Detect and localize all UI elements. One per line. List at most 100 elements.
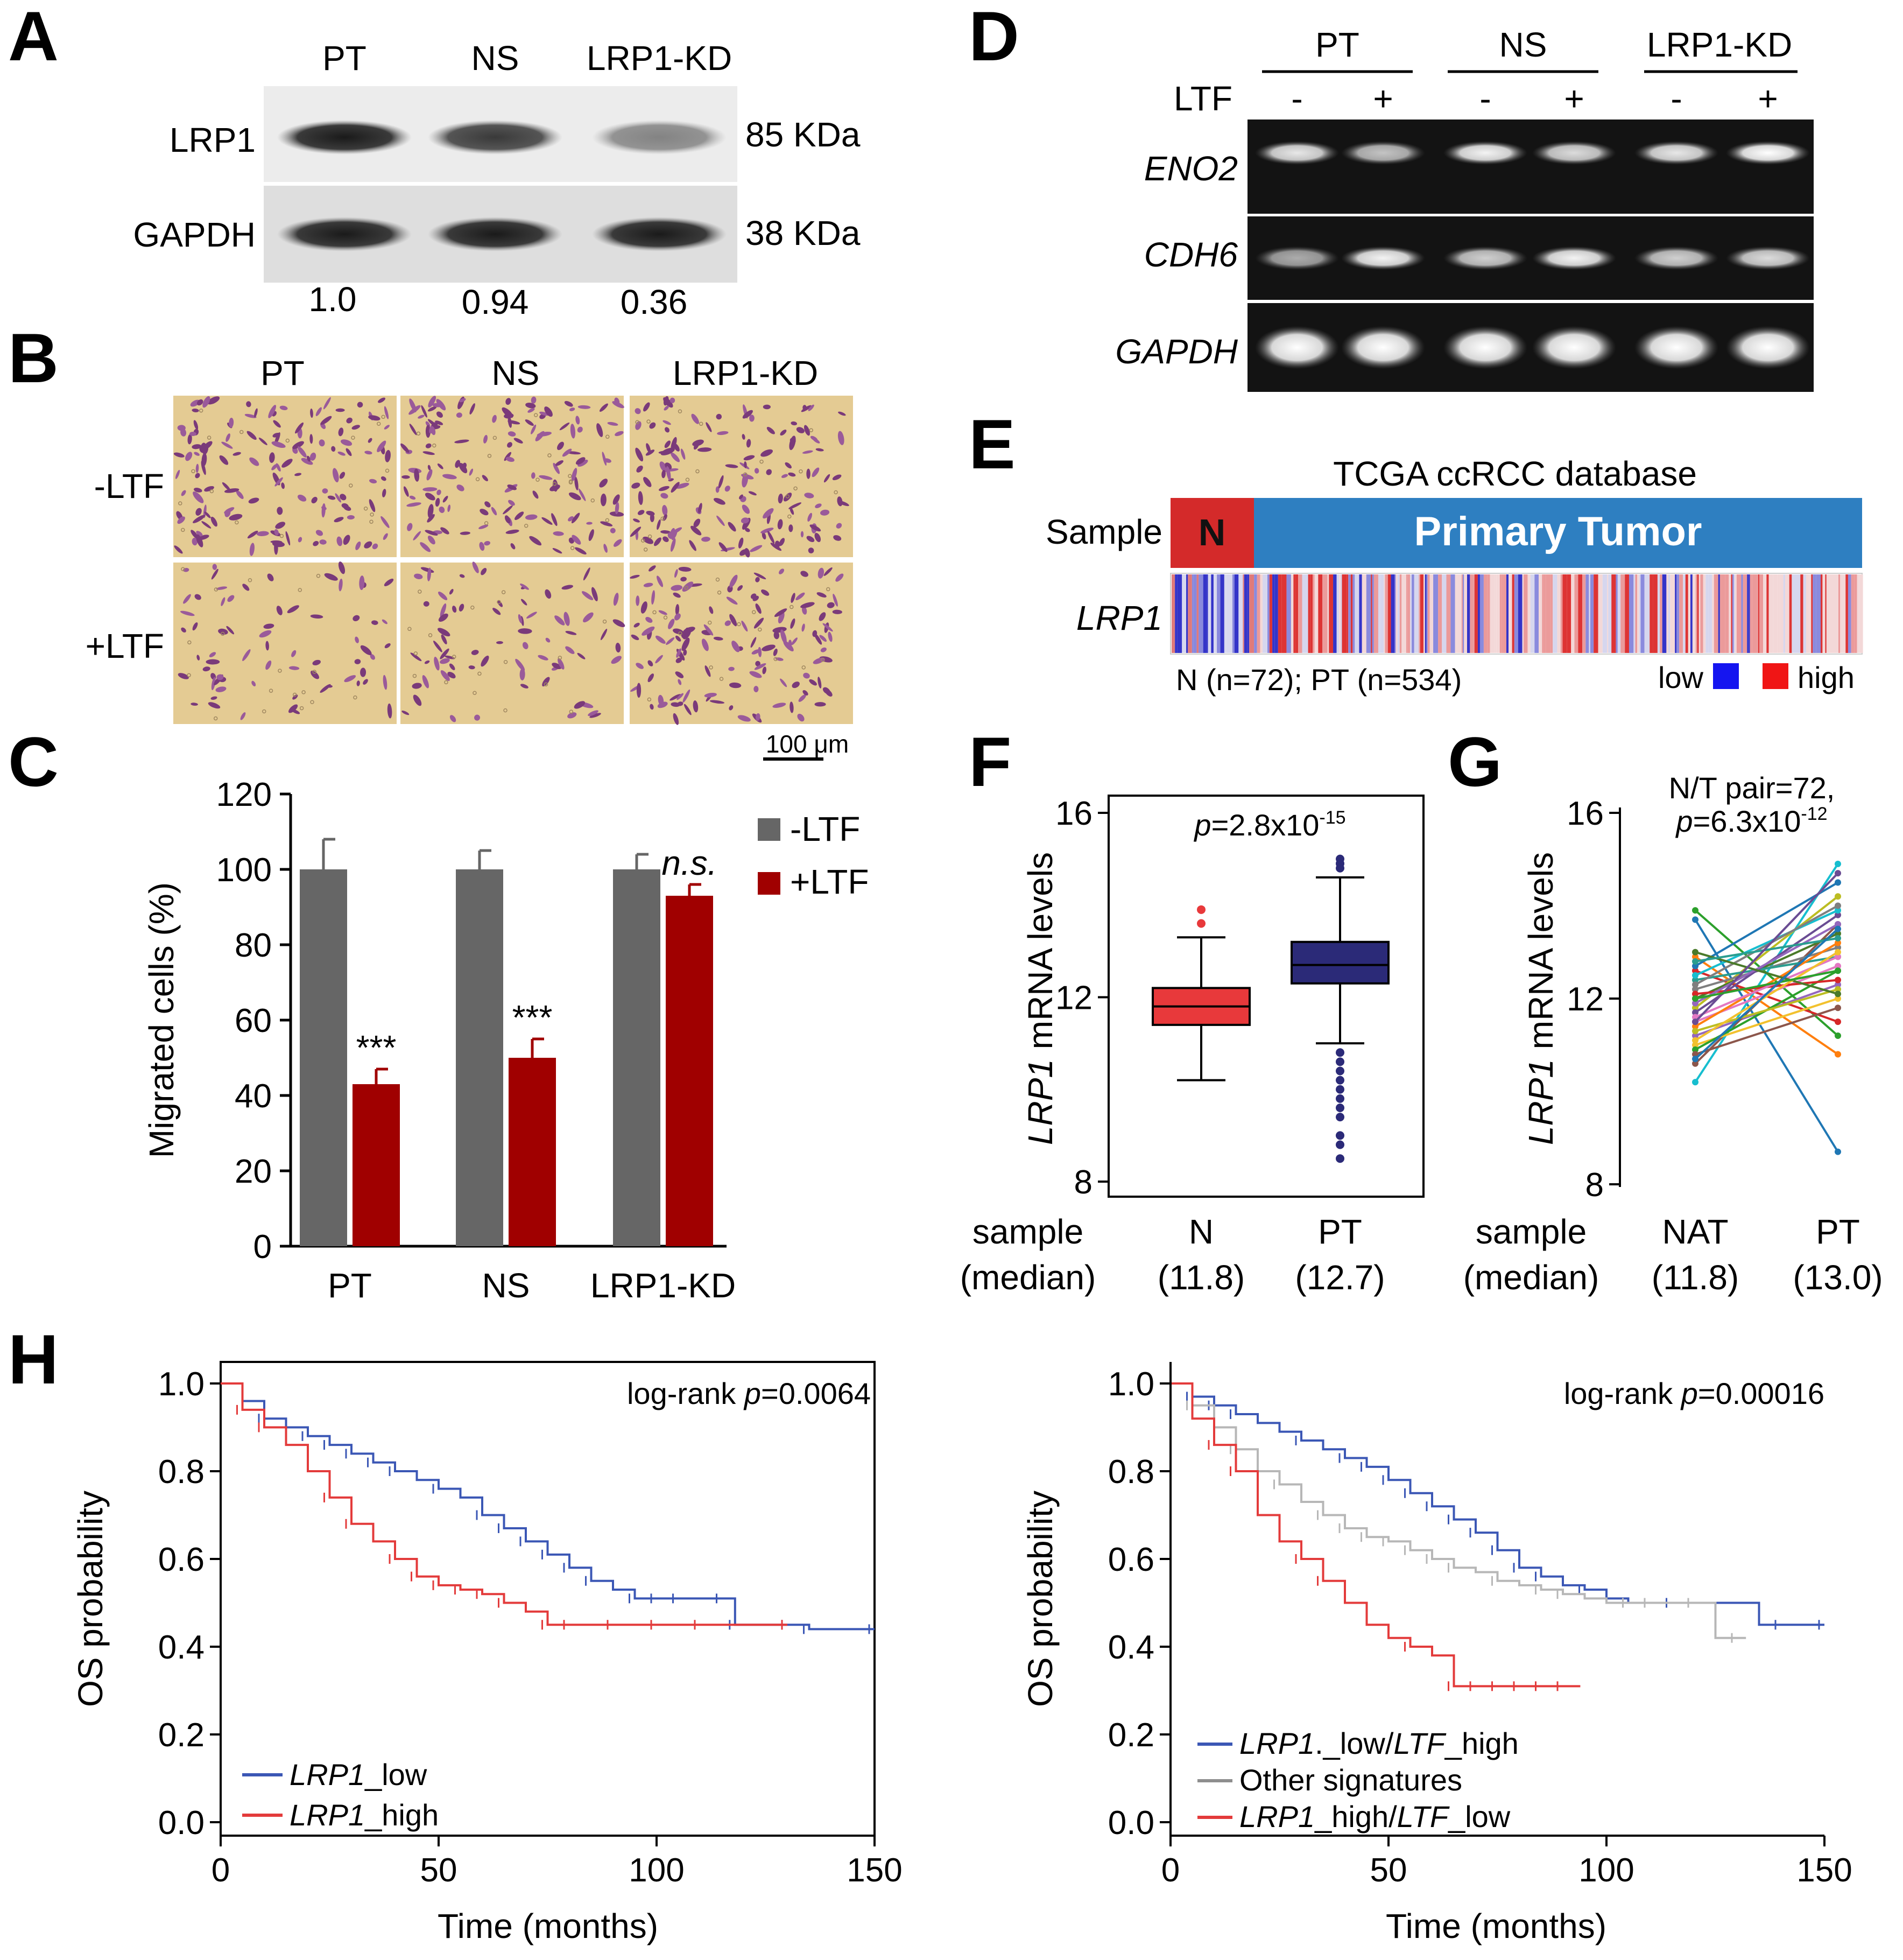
migrated-cell (591, 587, 598, 601)
e-heat-stripe (1433, 574, 1439, 653)
g-pvalue: p=6.3x10-12 (1675, 804, 1827, 838)
migrated-cell (181, 627, 186, 633)
migrated-cell (812, 467, 820, 477)
e-heat-stripe (1232, 574, 1235, 653)
migrated-cell (779, 538, 785, 546)
d-gel-band (1634, 326, 1718, 369)
e-heat-stripe (1522, 574, 1524, 653)
e-heat-stripe (1512, 574, 1514, 653)
d-group-pt: PT (1315, 25, 1359, 64)
c-significance: *** (356, 1028, 397, 1067)
membrane-pore (535, 477, 540, 482)
migrated-cell (633, 518, 640, 523)
e-heat-stripe (1193, 574, 1197, 653)
km-xtick-label: 50 (420, 1852, 457, 1889)
migrated-cell (409, 424, 417, 435)
migrated-cell (631, 634, 639, 641)
migrated-cell (297, 446, 307, 458)
e-heat-stripe (1378, 574, 1380, 653)
f-row-sample: sample (972, 1212, 1083, 1251)
migrated-cell (437, 463, 443, 469)
panel-letter-f: F (969, 722, 1011, 801)
e-heat-stripe (1803, 574, 1806, 653)
e-heat-stripe (1425, 574, 1427, 653)
membrane-pore (413, 651, 418, 656)
migrated-cell (788, 502, 802, 509)
migrated-cell (746, 439, 751, 448)
g-pair-point (1835, 1032, 1841, 1039)
e-heat-stripe (1838, 574, 1841, 653)
migrated-cell (823, 474, 830, 483)
membrane-pore (310, 700, 314, 704)
e-heat-stripe (1748, 574, 1750, 653)
e-heat-stripe (1833, 574, 1838, 653)
migrated-cell (806, 468, 810, 479)
g-pair-point (1692, 1009, 1698, 1016)
migrated-cell (194, 594, 201, 600)
km-curve (221, 1382, 875, 1631)
e-heat-stripe (1625, 574, 1629, 653)
membrane-pore (568, 480, 573, 484)
size-label-38: 38 KDa (745, 214, 861, 252)
g-pair-point (1835, 860, 1841, 867)
f-row-median: (median) (960, 1258, 1096, 1297)
migrated-cell (545, 637, 551, 643)
migrated-cell (574, 476, 579, 490)
migrated-cell (522, 642, 528, 650)
e-heat-stripe (1188, 574, 1192, 653)
e-heat-stripe (1783, 574, 1785, 653)
migrated-cell (814, 532, 821, 542)
migrated-cell (788, 524, 793, 532)
migrated-cell (755, 661, 760, 666)
migrated-cell (427, 514, 435, 523)
migrated-cell (556, 441, 564, 451)
migrated-cell (194, 488, 202, 493)
migrated-cell (353, 615, 360, 621)
f-ytick-label: 12 (1055, 980, 1093, 1017)
panel-f-boxplot: 8 12 16 LRP1 mRNA levels p=2.8x10-15 sampl… (960, 795, 1425, 1297)
g-pair-point (1835, 977, 1841, 983)
e-heat-stripe (1419, 574, 1420, 653)
g-group-nat: NAT (1662, 1212, 1728, 1251)
migrated-cell (728, 522, 736, 532)
migrated-cell (408, 405, 421, 415)
e-heat-stripe (1473, 574, 1475, 653)
migrated-cell (529, 536, 542, 546)
migrated-cell (572, 535, 581, 545)
e-heat-stripe (1175, 574, 1178, 653)
migrated-cell (514, 511, 524, 520)
g-pair-point (1835, 949, 1841, 956)
g-ytick-label: 12 (1567, 981, 1604, 1018)
g-pair-point (1692, 1046, 1698, 1053)
e-heat-stripe (1747, 574, 1749, 653)
e-heat-stripe (1318, 574, 1323, 653)
migrated-cell (174, 545, 183, 554)
h2-legend-3-gene2: LTF (1397, 1800, 1450, 1833)
membrane-pore (470, 605, 475, 610)
membrane-pore (646, 419, 651, 424)
migrated-cell (418, 415, 425, 419)
h1-logrank-prefix: log-rank (627, 1376, 744, 1410)
migrated-cell (657, 519, 661, 530)
d-gel-band (1634, 141, 1718, 165)
migrated-cell (462, 462, 467, 468)
migrated-cell (643, 582, 653, 587)
migrated-cell (754, 468, 759, 474)
km-ytick-label: 0.8 (1108, 1453, 1154, 1491)
migrated-cell (248, 497, 259, 504)
e-heat-stripe (1635, 574, 1638, 653)
e-heat-stripe (1483, 574, 1488, 653)
membrane-pore (181, 567, 185, 572)
migrated-cell (452, 606, 457, 613)
migrated-cell (750, 637, 757, 648)
e-heat-stripe (1567, 574, 1571, 653)
membrane-pore (407, 627, 412, 631)
d-gel-band (1726, 246, 1810, 270)
e-heat-stripe (1698, 574, 1701, 653)
g-pair-point (1692, 1079, 1698, 1086)
migrated-cell (781, 474, 788, 478)
membrane-pore (239, 430, 244, 434)
panel-h2-km: 0.0 0.2 0.4 0.6 0.8 1.0 0 50 100 150 OS probabili… (1021, 1362, 1852, 1945)
migrated-cell (229, 417, 234, 428)
migrated-cell (269, 452, 275, 463)
